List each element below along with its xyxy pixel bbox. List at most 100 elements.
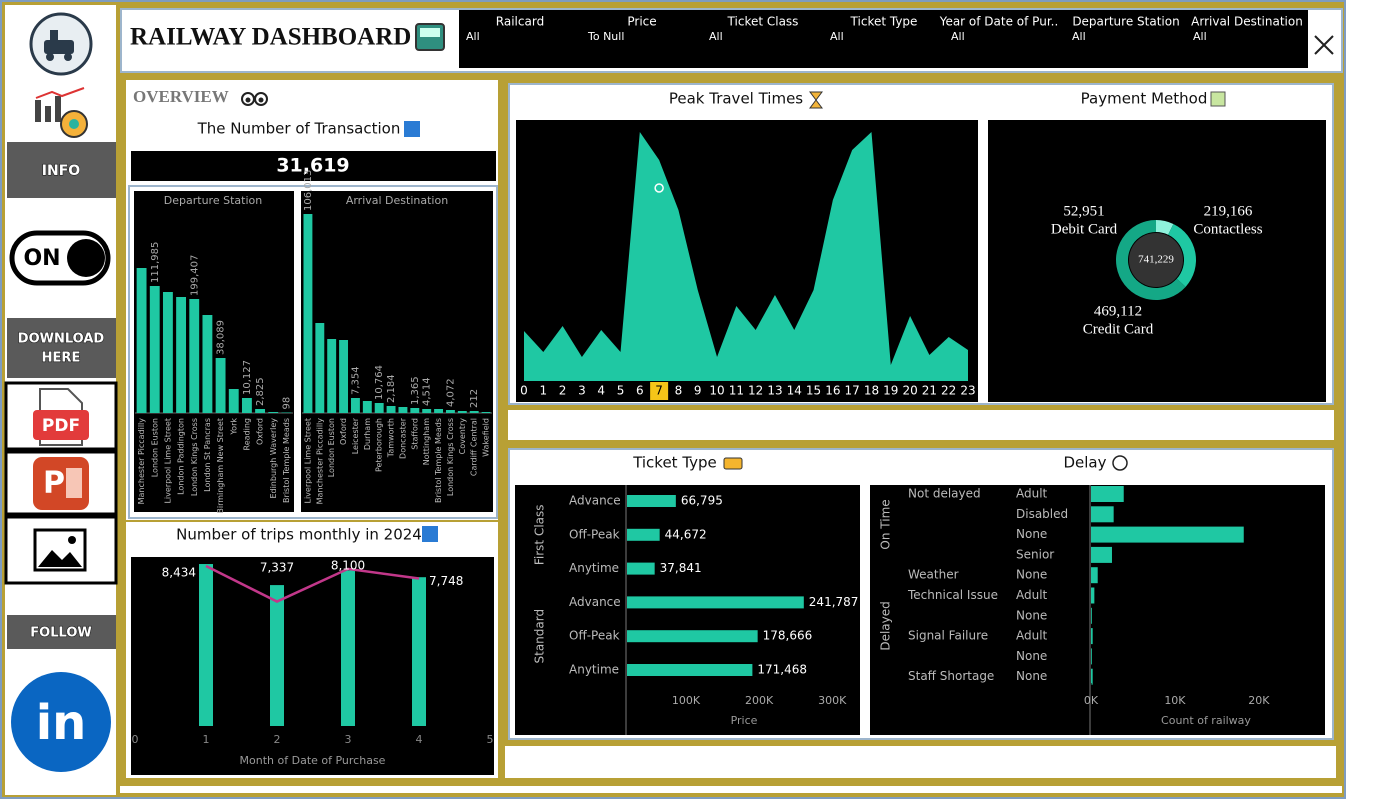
filter-label: Ticket Class — [727, 15, 799, 29]
bar — [362, 401, 372, 413]
category-label: Tamworth — [387, 418, 396, 458]
linkedin-label: in — [36, 695, 87, 751]
x-tick-label: 100K — [672, 694, 701, 707]
x-tick-label[interactable]: 19 — [883, 384, 898, 398]
bar — [189, 299, 200, 413]
bar — [374, 403, 384, 413]
x-tick-label[interactable]: 9 — [694, 384, 702, 398]
x-axis-label: Month of Date of Purchase — [240, 754, 386, 767]
follow-label: FOLLOW — [30, 626, 91, 641]
filter-value: All — [466, 30, 480, 43]
category-label: Advance — [569, 595, 621, 609]
bar[interactable] — [627, 596, 804, 609]
bar[interactable] — [1091, 506, 1114, 523]
x-tick-label[interactable]: 13 — [767, 384, 782, 398]
chart-title: Arrival Destination — [346, 194, 448, 207]
donut-segment[interactable] — [1116, 220, 1186, 300]
filter[interactable]: Year of Date of Pur..All — [939, 15, 1059, 44]
filter-value: All — [1193, 30, 1207, 43]
filter[interactable]: Ticket Class All — [709, 15, 798, 44]
pdf-button[interactable] — [4, 381, 118, 451]
bar[interactable] — [1091, 628, 1093, 645]
x-tick-label[interactable]: 3 — [578, 384, 586, 398]
bar[interactable] — [1091, 587, 1095, 604]
x-tick-label[interactable]: 8 — [675, 384, 683, 398]
x-tick-label: 5 — [487, 733, 494, 746]
x-tick-label[interactable]: 10 — [709, 384, 724, 398]
data-label: 178,666 — [763, 629, 813, 643]
data-label: 38,089 — [216, 320, 227, 355]
x-tick-label[interactable]: 21 — [922, 384, 937, 398]
category-label: Advance — [569, 494, 621, 508]
x-tick-label[interactable]: 23 — [960, 384, 975, 398]
category-label: Birmingham New Street — [216, 418, 225, 514]
bar[interactable] — [1091, 668, 1093, 685]
bar[interactable] — [1091, 607, 1092, 624]
x-tick-label[interactable]: 5 — [617, 384, 625, 398]
donut-segment[interactable] — [1168, 223, 1196, 287]
bar[interactable] — [627, 562, 655, 575]
image-button[interactable] — [4, 515, 118, 585]
chart-title: Ticket Type — [632, 454, 717, 472]
x-tick-label: 300K — [818, 694, 847, 707]
data-label: 37,841 — [660, 561, 702, 575]
bar[interactable] — [627, 528, 660, 541]
group-label: Standard — [533, 609, 547, 664]
donut-segment[interactable] — [1156, 220, 1174, 235]
download-button[interactable] — [7, 318, 116, 378]
kpi-title: The Number of Transaction — [197, 120, 401, 138]
filter-value: All — [830, 30, 844, 43]
bar[interactable] — [1091, 526, 1244, 543]
bar — [281, 412, 292, 413]
category-label: Durham — [363, 418, 372, 450]
x-tick-label: 4 — [416, 733, 423, 746]
bar[interactable] — [1091, 567, 1098, 584]
x-tick-label[interactable]: 16 — [825, 384, 840, 398]
category-label: London Euston — [327, 418, 336, 477]
ticket-icon — [723, 457, 743, 470]
bar — [339, 340, 349, 413]
x-tick-label[interactable]: 2 — [559, 384, 567, 398]
linkedin-button[interactable] — [11, 672, 111, 772]
bar — [315, 323, 325, 413]
bar[interactable] — [1091, 546, 1112, 563]
ppt-button[interactable] — [4, 450, 118, 516]
bar[interactable] — [627, 495, 676, 507]
data-label: 10,764 — [374, 365, 385, 400]
category-label: Debit Card — [1051, 221, 1118, 237]
x-tick-label[interactable]: 15 — [806, 384, 821, 398]
bar[interactable] — [1091, 486, 1124, 502]
close-button[interactable] — [1314, 35, 1334, 55]
filter-label: Railcard — [496, 15, 544, 29]
x-tick-label[interactable]: 0 — [520, 384, 528, 398]
category-label: London Kings Cross — [190, 418, 199, 496]
x-tick-label[interactable]: 4 — [597, 384, 605, 398]
x-tick-label: 0K — [1084, 694, 1099, 707]
info-button[interactable] — [7, 142, 116, 198]
x-tick-label[interactable]: 18 — [864, 384, 879, 398]
x-tick-label[interactable]: 20 — [902, 384, 917, 398]
x-tick-label[interactable]: 11 — [729, 384, 744, 398]
bar[interactable] — [627, 664, 753, 676]
category-label: Adult — [1016, 588, 1048, 602]
x-tick-label[interactable]: 22 — [941, 384, 956, 398]
x-tick-label[interactable]: 14 — [787, 384, 802, 398]
x-tick-label[interactable]: 12 — [748, 384, 763, 398]
bar[interactable] — [627, 630, 758, 643]
category-label: York — [229, 418, 238, 436]
pdf-label: PDF — [42, 416, 80, 436]
filter[interactable]: Railcard All — [466, 15, 544, 44]
filter[interactable]: Ticket Type All — [830, 15, 917, 44]
bar[interactable] — [1091, 648, 1092, 665]
x-tick-label[interactable]: 7 — [655, 384, 663, 398]
toggle[interactable] — [9, 230, 111, 286]
bar — [327, 339, 337, 413]
x-tick-label[interactable]: 1 — [539, 384, 547, 398]
data-label: 7,354 — [350, 366, 361, 395]
x-tick-label[interactable]: 6 — [636, 384, 644, 398]
x-tick-label[interactable]: 17 — [845, 384, 860, 398]
subgroup-label: Weather — [908, 568, 959, 582]
